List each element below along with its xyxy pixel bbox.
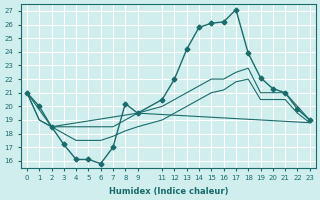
X-axis label: Humidex (Indice chaleur): Humidex (Indice chaleur)	[108, 187, 228, 196]
